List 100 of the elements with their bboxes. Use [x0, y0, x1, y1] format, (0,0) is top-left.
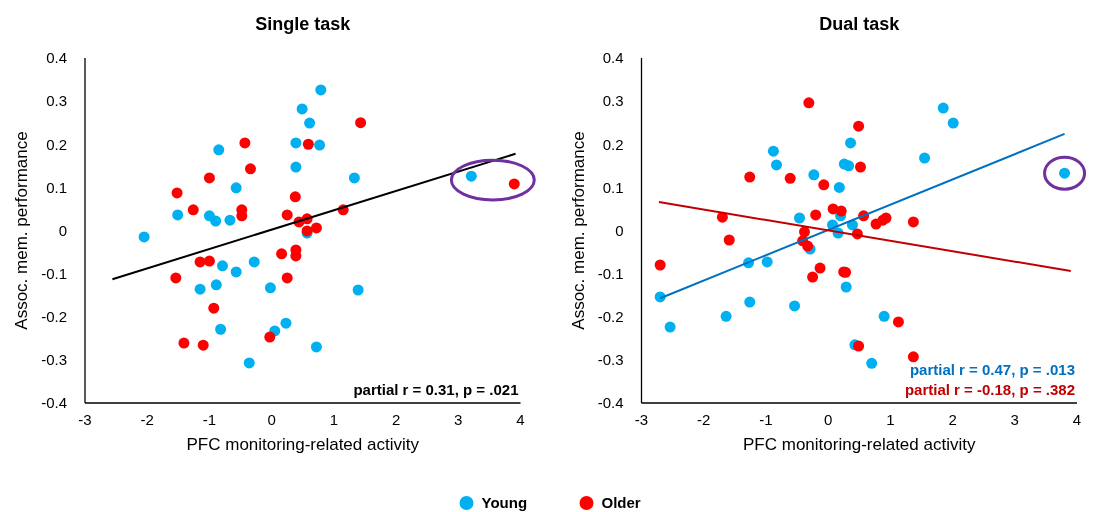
x-axis-title: PFC monitoring-related activity	[743, 435, 976, 454]
point	[833, 181, 845, 193]
legend-label: Older	[601, 494, 641, 512]
point	[720, 310, 732, 322]
y-tick-label: -0.2	[41, 308, 67, 325]
point	[203, 172, 215, 184]
point	[172, 209, 184, 221]
point	[907, 351, 919, 363]
point	[465, 170, 477, 182]
x-tick-label: -2	[140, 411, 154, 428]
point	[304, 117, 316, 129]
point	[853, 340, 865, 352]
x-axis-title: PFC monitoring-related activity	[186, 435, 420, 454]
point	[187, 204, 199, 216]
point	[248, 256, 260, 268]
point	[907, 216, 919, 228]
x-tick-label: -3	[634, 411, 649, 428]
point	[767, 145, 779, 157]
y-tick-label: 0.3	[602, 92, 624, 110]
point	[835, 205, 847, 217]
point	[170, 272, 182, 284]
x-tick-label: 3	[454, 411, 463, 428]
point	[744, 171, 756, 183]
y-tick-label: 0	[615, 221, 624, 239]
annotation: partial r = -0.18, p = .382	[904, 381, 1075, 398]
point	[213, 144, 225, 156]
annotation: partial r = 0.31, p = .021	[353, 381, 519, 398]
y-tick-label: -0.3	[41, 351, 67, 369]
point	[314, 139, 326, 151]
x-tick-label: -3	[78, 411, 92, 428]
point	[289, 191, 301, 203]
y-tick-label: -0.2	[597, 308, 624, 325]
y-tick-label: 0.2	[602, 135, 624, 153]
x-tick-label: 2	[948, 411, 957, 428]
legend-label: Young	[481, 494, 528, 512]
x-tick-label: 3	[1010, 411, 1019, 428]
y-tick-label: -0.4	[597, 394, 624, 412]
point	[224, 214, 236, 226]
y-tick-label: 0.3	[46, 92, 67, 110]
point	[355, 117, 367, 129]
point	[243, 357, 255, 369]
y-tick-label: 0.4	[46, 49, 67, 67]
y-tick-label: 0.1	[46, 178, 67, 196]
point	[784, 172, 796, 184]
chart-title: Single task	[255, 14, 352, 34]
point	[845, 137, 857, 149]
y-tick-label: -0.1	[597, 264, 624, 282]
point	[723, 234, 735, 246]
point	[197, 339, 209, 351]
point	[854, 161, 866, 173]
y-tick-label: 0	[58, 221, 67, 239]
point	[352, 284, 364, 296]
point	[281, 209, 293, 221]
point	[171, 187, 183, 199]
point	[803, 97, 815, 109]
point	[276, 248, 288, 260]
point	[937, 102, 949, 114]
point	[814, 262, 826, 274]
point	[310, 222, 322, 234]
point	[794, 212, 806, 224]
point	[310, 341, 322, 353]
point	[348, 172, 360, 184]
point	[216, 260, 228, 272]
point	[818, 179, 830, 191]
x-tick-label: 1	[329, 411, 339, 428]
point	[203, 255, 215, 267]
x-tick-label: 4	[516, 411, 525, 428]
point	[654, 259, 666, 271]
point	[866, 357, 878, 369]
point	[853, 120, 865, 132]
point	[296, 103, 308, 115]
point	[761, 256, 773, 268]
x-tick-label: 0	[823, 411, 833, 428]
y-tick-label: -0.4	[41, 394, 67, 412]
x-tick-label: 0	[267, 411, 276, 428]
point	[919, 152, 931, 164]
point	[210, 279, 222, 291]
point	[244, 163, 256, 175]
point	[290, 161, 302, 173]
point	[947, 117, 959, 129]
point	[230, 182, 242, 194]
point	[230, 266, 242, 278]
point	[807, 271, 819, 283]
point	[239, 137, 251, 149]
y-tick-label: -0.3	[597, 351, 624, 369]
point	[892, 316, 904, 328]
annotation: partial r = 0.47, p = .013	[909, 361, 1075, 378]
point	[878, 310, 890, 322]
point	[664, 321, 676, 333]
point	[810, 209, 822, 221]
x-tick-label: -1	[202, 411, 217, 428]
point	[302, 138, 314, 150]
point	[264, 331, 276, 343]
point	[840, 281, 852, 293]
y-axis-title: Assoc. mem. performance	[12, 131, 31, 330]
point	[281, 272, 293, 284]
point	[215, 323, 227, 335]
point	[210, 215, 222, 227]
point	[138, 231, 150, 243]
point	[315, 84, 327, 96]
